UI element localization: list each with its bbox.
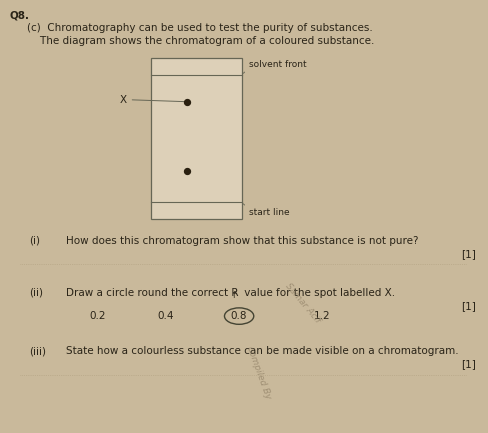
Text: (c)  Chromatography can be used to test the purity of substances.: (c) Chromatography can be used to test t… (27, 23, 373, 32)
Text: solvent front: solvent front (249, 60, 306, 69)
Text: Draw a circle round the correct R: Draw a circle round the correct R (66, 288, 238, 298)
Text: 0.8: 0.8 (231, 311, 247, 321)
Text: State how a colourless substance can be made visible on a chromatogram.: State how a colourless substance can be … (66, 346, 459, 356)
Text: [1]: [1] (461, 359, 476, 369)
Text: (i): (i) (29, 236, 41, 246)
Point (183, 167, 191, 174)
Point (183, 98, 191, 105)
Bar (151, 58, 242, 219)
Text: f: f (233, 291, 236, 301)
Text: [1]: [1] (461, 301, 476, 311)
Text: (ii): (ii) (29, 288, 43, 298)
Text: [1]: [1] (461, 249, 476, 259)
Text: 0.4: 0.4 (158, 311, 174, 321)
Text: The diagram shows the chromatogram of a coloured substance.: The diagram shows the chromatogram of a … (27, 36, 374, 46)
Text: (iii): (iii) (29, 346, 46, 356)
Text: start line: start line (249, 208, 289, 217)
Text: X: X (120, 94, 184, 104)
Text: How does this chromatogram show that this substance is not pure?: How does this chromatogram show that thi… (66, 236, 418, 246)
Text: 0.2: 0.2 (89, 311, 106, 321)
Text: compiled By: compiled By (245, 345, 272, 400)
Text: Samar Acif: Samar Acif (284, 281, 322, 325)
Text: value for the spot labelled X.: value for the spot labelled X. (241, 288, 395, 298)
Text: 1.2: 1.2 (314, 311, 330, 321)
Text: Q8.: Q8. (10, 11, 30, 21)
